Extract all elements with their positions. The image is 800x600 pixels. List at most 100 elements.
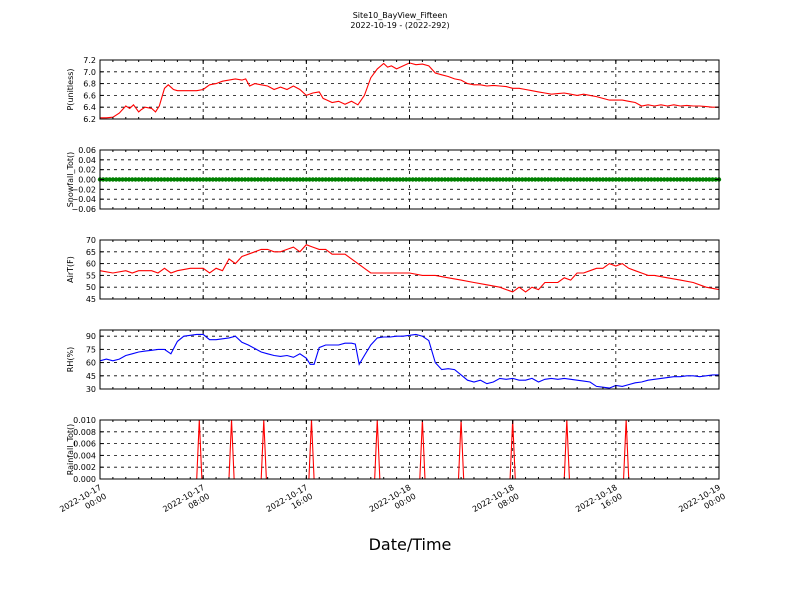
data-point bbox=[336, 177, 341, 182]
data-point bbox=[500, 177, 506, 182]
data-point bbox=[375, 177, 380, 182]
data-point bbox=[104, 177, 109, 182]
y-tick-label: 0.006 bbox=[73, 440, 96, 449]
data-point bbox=[542, 177, 548, 182]
data-point bbox=[339, 177, 344, 182]
data-point bbox=[533, 177, 538, 182]
data-point bbox=[210, 177, 216, 182]
data-point bbox=[362, 177, 367, 182]
y-tick-label: 0.008 bbox=[73, 428, 96, 437]
data-point bbox=[697, 177, 702, 182]
data-point bbox=[555, 177, 561, 182]
data-point bbox=[626, 177, 631, 182]
data-point bbox=[255, 177, 261, 182]
data-point bbox=[204, 177, 209, 182]
data-point bbox=[146, 177, 151, 182]
data-point bbox=[317, 177, 322, 182]
data-point bbox=[142, 177, 148, 182]
data-point bbox=[320, 177, 325, 182]
panel-p-unitless: 6.2 6.4 6.6 6.8 7.0 7.2 P(unitless) bbox=[66, 56, 720, 124]
panel-rainfall: 0.000 0.002 0.004 0.006 0.008 0.010Rainfall_T… bbox=[66, 416, 720, 484]
data-point bbox=[678, 177, 683, 182]
data-point bbox=[200, 177, 206, 182]
chart-title: Site10_BayView_Fifteen bbox=[353, 11, 448, 20]
y-tick-label: 75 bbox=[86, 345, 96, 354]
data-point bbox=[674, 177, 680, 182]
data-point bbox=[159, 177, 164, 182]
data-point bbox=[504, 177, 509, 182]
data-point bbox=[246, 177, 251, 182]
data-point bbox=[707, 177, 712, 182]
data-point bbox=[458, 177, 464, 182]
data-point bbox=[188, 177, 193, 182]
data-point bbox=[149, 177, 154, 182]
data-point bbox=[346, 177, 351, 182]
data-point bbox=[342, 177, 348, 182]
y-tick-label: 0.010 bbox=[73, 416, 96, 425]
series-line bbox=[99, 333, 719, 389]
data-point bbox=[574, 177, 580, 182]
data-point bbox=[120, 177, 125, 182]
data-point bbox=[649, 177, 654, 182]
data-point bbox=[310, 177, 315, 182]
data-point bbox=[349, 177, 354, 182]
data-point bbox=[394, 177, 399, 182]
data-point bbox=[281, 177, 286, 182]
data-point bbox=[445, 177, 451, 182]
data-point bbox=[671, 177, 677, 182]
data-point bbox=[494, 177, 499, 182]
data-point bbox=[468, 177, 473, 182]
data-point bbox=[416, 177, 422, 182]
data-point bbox=[400, 177, 406, 182]
y-tick-label: 0.06 bbox=[78, 146, 96, 155]
data-point bbox=[471, 177, 477, 182]
data-point bbox=[249, 177, 254, 182]
panel-snowfall: −0.06−0.04−0.020.000.020.040.06Snowfall_… bbox=[66, 146, 722, 214]
y-tick-label: 0.002 bbox=[73, 463, 96, 472]
data-point bbox=[130, 177, 135, 182]
y-tick-label: 7.2 bbox=[83, 56, 96, 65]
x-tick-label: 2022-10-1800:00 bbox=[368, 483, 418, 523]
data-point bbox=[191, 177, 196, 182]
data-point bbox=[655, 177, 660, 182]
data-point bbox=[613, 177, 619, 182]
data-point bbox=[358, 177, 364, 182]
data-point bbox=[107, 177, 112, 182]
data-point bbox=[594, 177, 599, 182]
data-point bbox=[384, 177, 390, 182]
data-point bbox=[636, 177, 641, 182]
data-point bbox=[313, 177, 319, 182]
data-point bbox=[175, 177, 180, 182]
data-point bbox=[152, 177, 158, 182]
data-point bbox=[658, 177, 664, 182]
data-point bbox=[268, 177, 274, 182]
data-point bbox=[642, 177, 648, 182]
x-axis-label: Date/Time bbox=[369, 535, 452, 554]
data-point bbox=[507, 177, 512, 182]
data-point bbox=[223, 177, 228, 182]
data-point bbox=[668, 177, 673, 182]
y-tick-label: 0.004 bbox=[73, 451, 96, 460]
data-point bbox=[239, 177, 245, 182]
x-tick-labels: 2022-10-1700:00 2022-10-1708:00 2022-10-17… bbox=[58, 483, 727, 523]
y-tick-label: 30 bbox=[86, 385, 96, 394]
x-tick-label: 2022-10-1900:00 bbox=[677, 483, 727, 523]
x-tick-label: 2022-10-1816:00 bbox=[574, 483, 624, 523]
y-tick-label: 0.04 bbox=[78, 156, 96, 165]
data-point bbox=[545, 177, 551, 182]
data-point bbox=[126, 177, 132, 182]
series-line bbox=[99, 244, 720, 293]
data-point bbox=[484, 177, 490, 182]
x-tick-label: 2022-10-1716:00 bbox=[265, 483, 315, 523]
data-point bbox=[226, 177, 232, 182]
data-point bbox=[549, 177, 554, 182]
y-tick-label: 0.000 bbox=[73, 475, 96, 484]
data-point bbox=[407, 177, 412, 182]
data-point bbox=[236, 177, 241, 182]
data-point bbox=[562, 177, 567, 182]
data-point bbox=[687, 177, 693, 182]
y-tick-label: 90 bbox=[86, 332, 96, 341]
y-tick-label: 55 bbox=[86, 271, 96, 280]
data-point bbox=[632, 177, 638, 182]
data-point bbox=[645, 177, 651, 182]
